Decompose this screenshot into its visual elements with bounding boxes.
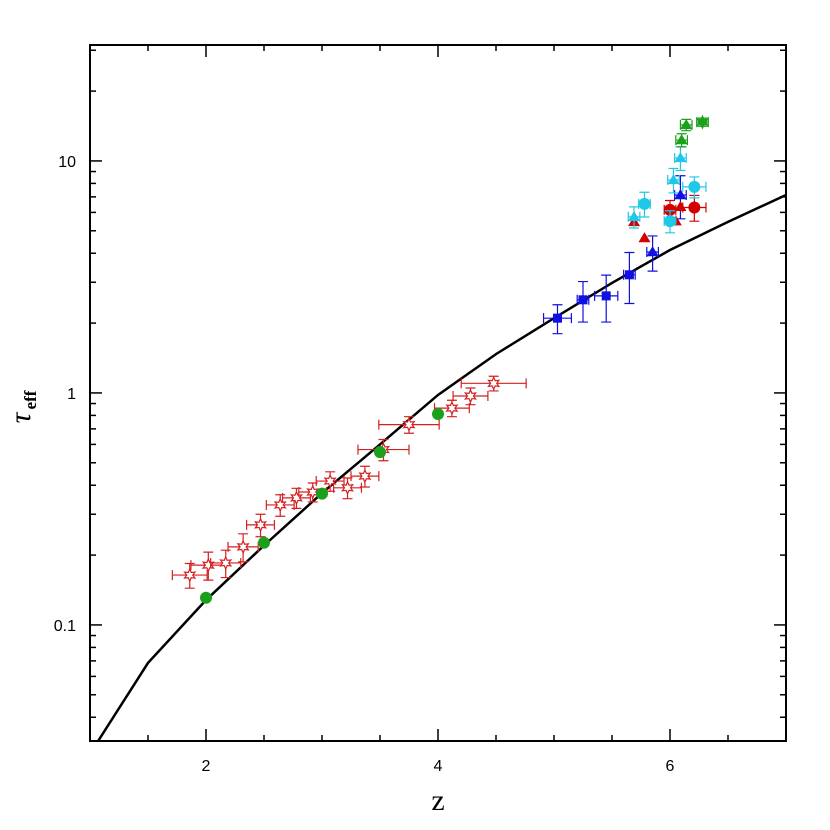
y-tick-label: 1 <box>67 386 76 403</box>
x-tick-label: 6 <box>666 758 675 775</box>
x-tick-label: 4 <box>434 758 443 775</box>
y-tick-label: 0.1 <box>54 618 76 635</box>
point <box>578 295 588 305</box>
point <box>201 557 215 573</box>
point <box>638 232 651 243</box>
point <box>680 118 693 130</box>
point <box>674 189 687 200</box>
point <box>432 408 444 421</box>
point <box>183 567 197 583</box>
point <box>402 417 416 433</box>
point <box>552 313 562 323</box>
point <box>695 114 709 130</box>
point <box>219 555 233 571</box>
x-tick-label: 2 <box>202 758 211 775</box>
point <box>374 446 386 459</box>
point <box>638 197 651 210</box>
point <box>675 134 688 145</box>
y-axis-label-sub: eff <box>21 390 40 409</box>
point <box>289 490 303 506</box>
point <box>200 591 212 604</box>
point <box>316 487 328 500</box>
point <box>628 210 641 222</box>
y-axis-label: τ eff <box>4 390 40 423</box>
point <box>258 536 270 549</box>
point <box>646 245 659 257</box>
point <box>273 497 287 513</box>
point <box>664 215 676 228</box>
point <box>688 201 701 214</box>
point <box>667 173 680 185</box>
point <box>445 400 459 416</box>
point <box>664 203 676 216</box>
point <box>236 539 250 555</box>
point <box>674 151 687 163</box>
point <box>601 291 611 301</box>
point <box>487 375 501 391</box>
point <box>254 517 268 533</box>
point <box>624 270 634 280</box>
y-axis-label-main: τ <box>4 411 37 423</box>
point <box>688 180 701 193</box>
model-curve <box>97 193 786 741</box>
point <box>358 468 372 484</box>
x-axis-label: z <box>431 784 444 817</box>
y-tick-label: 10 <box>58 154 76 171</box>
point <box>674 200 687 212</box>
point <box>463 388 477 404</box>
point <box>341 480 355 496</box>
plot-frame <box>89 44 787 742</box>
point <box>323 473 337 489</box>
point <box>306 484 320 500</box>
